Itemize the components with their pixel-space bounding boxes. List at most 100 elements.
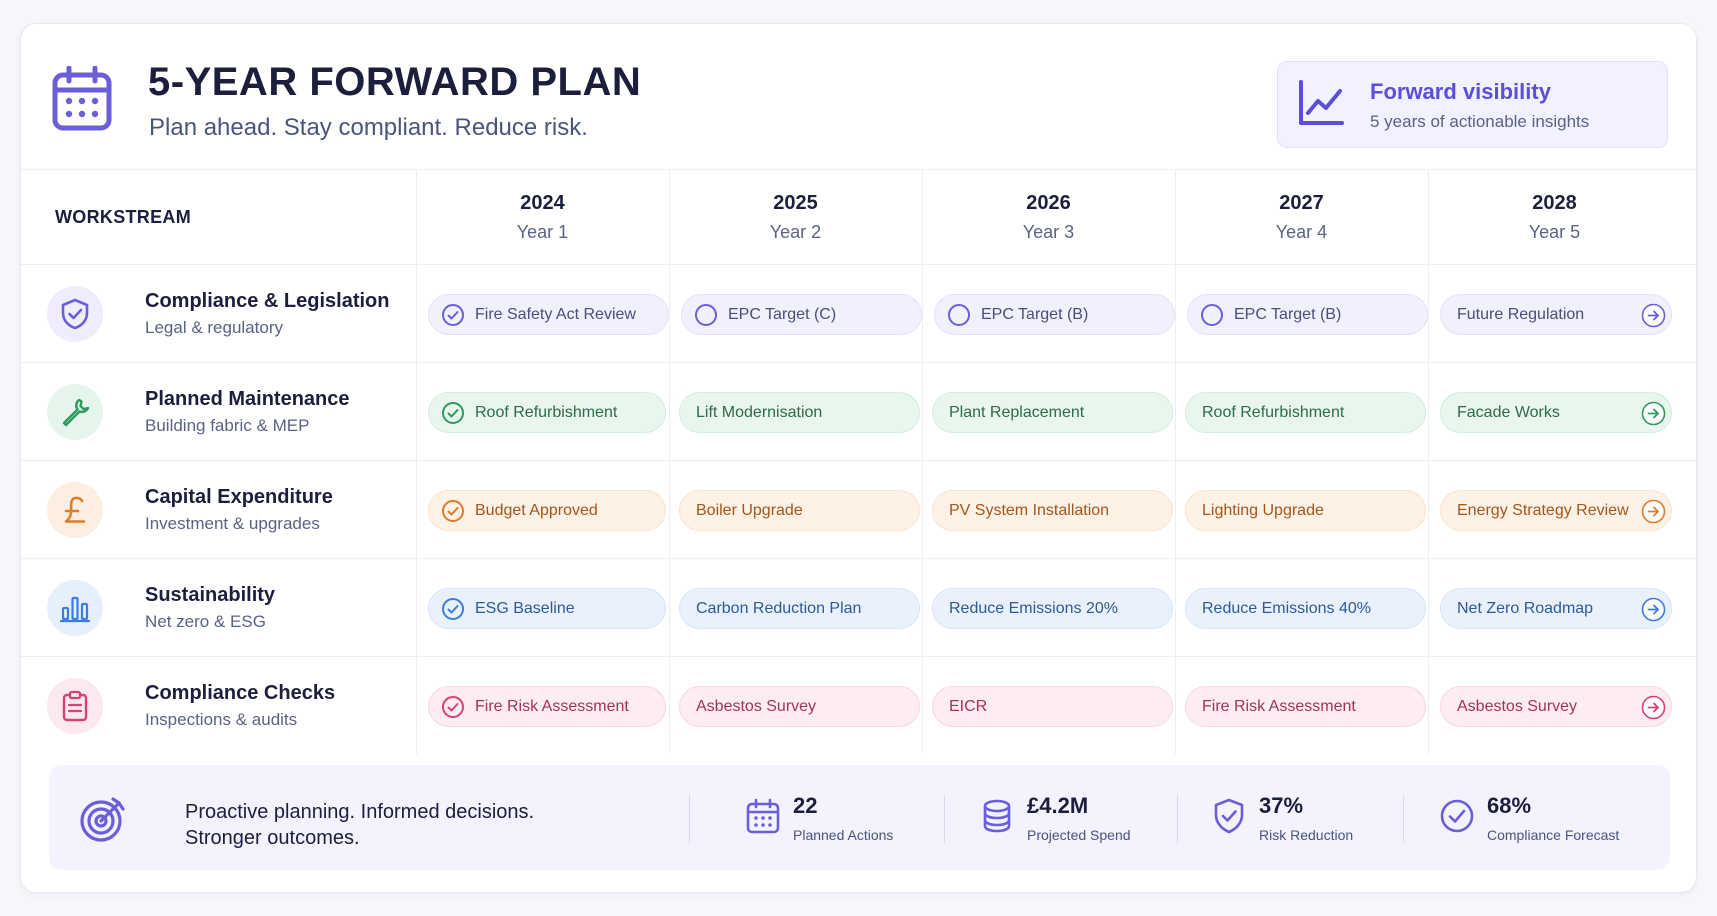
footer-divider bbox=[1177, 795, 1178, 843]
header: 5-YEAR FORWARD PLAN Plan ahead. Stay com… bbox=[21, 24, 1696, 170]
workstream-header: WORKSTREAM bbox=[55, 207, 191, 227]
task-label: EPC Target (B) bbox=[981, 305, 1089, 323]
task-pill[interactable]: Reduce Emissions 40% bbox=[1185, 588, 1426, 629]
year-label: Year 4 bbox=[1275, 222, 1328, 242]
icon-circle bbox=[47, 482, 103, 538]
page-title: 5-YEAR FORWARD PLAN bbox=[148, 60, 642, 104]
task-pill[interactable]: Asbestos Survey bbox=[679, 686, 920, 727]
year-label: Year 5 bbox=[1528, 222, 1581, 242]
check-circle-icon bbox=[442, 303, 464, 326]
stat-label: Risk Reduction bbox=[1259, 827, 1354, 843]
task-pill[interactable]: Asbestos Survey bbox=[1440, 686, 1672, 727]
task-pill[interactable]: Budget Approved bbox=[428, 490, 666, 531]
task-pill[interactable]: Reduce Emissions 20% bbox=[932, 588, 1173, 629]
task-label: Plant Replacement bbox=[949, 403, 1085, 421]
task-label: Roof Refurbishment bbox=[1202, 403, 1345, 421]
year-header-2028: 2028 Year 5 bbox=[1428, 192, 1681, 243]
forward-visibility-panel: Forward visibility 5 years of actionable… bbox=[1277, 61, 1668, 148]
task-pill[interactable]: PV System Installation bbox=[932, 490, 1173, 531]
icon-circle bbox=[47, 678, 103, 734]
year-header-2026: 2026 Year 3 bbox=[922, 192, 1175, 243]
workstream-planned-maintenance: Planned Maintenance Building fabric & ME… bbox=[47, 382, 387, 442]
stat-value: 37% bbox=[1259, 793, 1304, 818]
task-pill[interactable]: ESG Baseline bbox=[428, 588, 666, 629]
task-label: Asbestos Survey bbox=[1457, 697, 1578, 715]
tagline-line: Stronger outcomes. bbox=[185, 827, 360, 849]
task-pill[interactable]: EPC Target (B) bbox=[934, 294, 1175, 335]
column-divider bbox=[669, 170, 670, 754]
coins-icon bbox=[983, 799, 1011, 833]
icon-circle bbox=[47, 286, 103, 342]
shield-icon bbox=[1214, 798, 1244, 834]
workstream-description: Investment & upgrades bbox=[145, 514, 320, 533]
arrow-right-circle-icon[interactable] bbox=[1641, 597, 1666, 622]
check-circle-icon bbox=[442, 695, 464, 718]
task-pill[interactable]: Future Regulation bbox=[1440, 294, 1672, 335]
year-number: 2025 bbox=[773, 192, 818, 214]
task-pill[interactable]: Fire Risk Assessment bbox=[428, 686, 666, 727]
row-divider bbox=[21, 264, 1696, 265]
empty-circle-icon bbox=[695, 303, 717, 326]
task-label: Fire Risk Assessment bbox=[475, 697, 629, 715]
task-pill[interactable]: Facade Works bbox=[1440, 392, 1672, 433]
task-label: Asbestos Survey bbox=[696, 697, 817, 715]
row-divider bbox=[21, 362, 1696, 363]
year-label: Year 1 bbox=[516, 222, 569, 242]
tagline-line: Proactive planning. Informed decisions. bbox=[185, 801, 535, 823]
column-divider bbox=[1175, 170, 1176, 754]
arrow-right-circle-icon[interactable] bbox=[1641, 401, 1666, 426]
workstream-name: Compliance Checks bbox=[145, 682, 336, 704]
year-number: 2027 bbox=[1279, 192, 1324, 214]
arrow-right-circle-icon[interactable] bbox=[1641, 695, 1666, 720]
empty-circle-icon bbox=[948, 303, 970, 326]
icon-circle bbox=[47, 580, 103, 636]
task-label: Roof Refurbishment bbox=[475, 403, 618, 421]
task-pill[interactable]: Fire Risk Assessment bbox=[1185, 686, 1426, 727]
task-label: Reduce Emissions 20% bbox=[949, 599, 1118, 617]
year-number: 2028 bbox=[1532, 192, 1577, 214]
task-pill[interactable]: EPC Target (C) bbox=[681, 294, 922, 335]
task-pill[interactable]: Roof Refurbishment bbox=[428, 392, 666, 433]
task-pill[interactable]: EICR bbox=[932, 686, 1173, 727]
year-header-2024: 2024 Year 1 bbox=[416, 192, 669, 243]
task-label: Fire Risk Assessment bbox=[1202, 697, 1356, 715]
task-pill[interactable]: Plant Replacement bbox=[932, 392, 1173, 433]
clipboard-icon bbox=[62, 690, 88, 722]
task-label: Lift Modernisation bbox=[696, 403, 823, 421]
arrow-right-circle-icon[interactable] bbox=[1641, 499, 1666, 524]
page-subtitle: Plan ahead. Stay compliant. Reduce risk. bbox=[149, 114, 588, 141]
task-label: EICR bbox=[949, 697, 988, 715]
task-pill[interactable]: Roof Refurbishment bbox=[1185, 392, 1426, 433]
task-pill[interactable]: Fire Safety Act Review bbox=[428, 294, 669, 335]
check-circle-icon bbox=[442, 597, 464, 620]
check-circle-icon bbox=[1440, 799, 1474, 833]
year-header-2025: 2025 Year 2 bbox=[669, 192, 922, 243]
task-label: Budget Approved bbox=[475, 501, 598, 519]
task-pill[interactable]: Net Zero Roadmap bbox=[1440, 588, 1672, 629]
task-pill[interactable]: Carbon Reduction Plan bbox=[679, 588, 920, 629]
empty-circle-icon bbox=[1201, 303, 1223, 326]
stat-value: 68% bbox=[1487, 793, 1532, 818]
workstream-compliance-legislation: Compliance & Legislation Legal & regulat… bbox=[47, 284, 389, 344]
calendar-icon bbox=[746, 798, 780, 834]
stat-projected-spend: £4.2M Projected Spend bbox=[979, 793, 1159, 849]
pound-icon bbox=[64, 496, 86, 523]
bar-chart-icon bbox=[60, 596, 90, 623]
check-circle-icon bbox=[442, 499, 464, 522]
shield-check-icon bbox=[61, 298, 89, 330]
task-pill[interactable]: Lighting Upgrade bbox=[1185, 490, 1426, 531]
workstream-description: Building fabric & MEP bbox=[145, 416, 310, 435]
task-label: Carbon Reduction Plan bbox=[696, 599, 862, 617]
wrench-icon bbox=[62, 398, 90, 427]
arrow-right-circle-icon[interactable] bbox=[1641, 303, 1666, 328]
task-pill[interactable]: Lift Modernisation bbox=[679, 392, 920, 433]
task-label: Fire Safety Act Review bbox=[475, 305, 636, 323]
stat-value: 22 bbox=[793, 793, 818, 818]
forward-plan-card: 5-YEAR FORWARD PLAN Plan ahead. Stay com… bbox=[20, 23, 1697, 893]
task-pill[interactable]: Energy Strategy Review bbox=[1440, 490, 1672, 531]
task-label: Reduce Emissions 40% bbox=[1202, 599, 1371, 617]
year-number: 2024 bbox=[520, 192, 565, 214]
task-pill[interactable]: Boiler Upgrade bbox=[679, 490, 920, 531]
task-pill[interactable]: EPC Target (B) bbox=[1187, 294, 1428, 335]
summary-footer: Proactive planning. Informed decisions. … bbox=[49, 765, 1670, 870]
